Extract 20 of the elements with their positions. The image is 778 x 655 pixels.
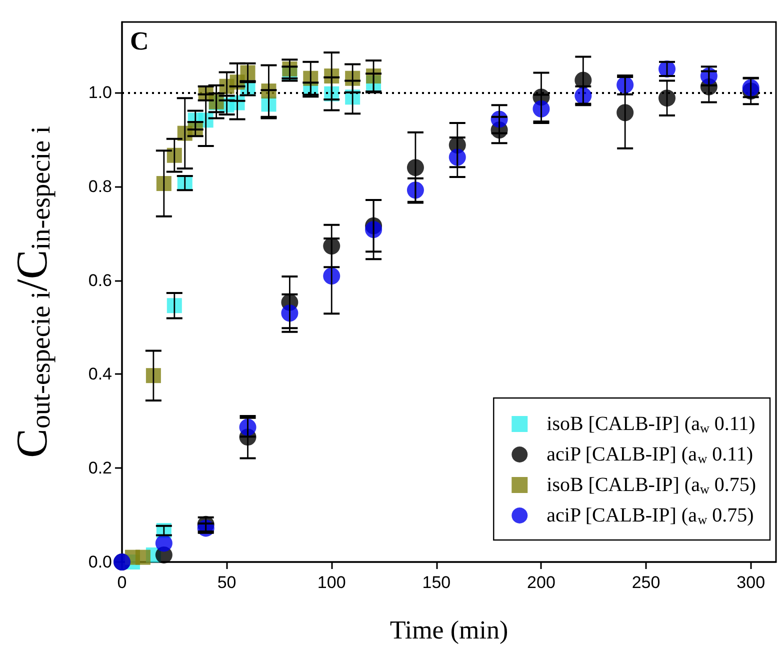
legend-label: aciP [CALB-IP] (aw 0.75) — [546, 504, 754, 527]
legend-label: isoB [CALB-IP] (aw 0.75) — [546, 474, 756, 496]
x-tick-label: 200 — [527, 573, 556, 592]
x-axis-title: Time (min) — [390, 616, 508, 644]
legend-label: aciP [CALB-IP] (aw 0.11) — [546, 444, 754, 466]
annotation: C — [130, 26, 149, 56]
x-tick-label: 250 — [632, 573, 660, 592]
y-tick-label: 0.6 — [88, 270, 112, 290]
y-tick-label: 0.8 — [88, 176, 112, 196]
x-tick-label: 0 — [117, 573, 127, 592]
x-tick-label: 50 — [217, 573, 236, 592]
x-tick-label: 100 — [317, 573, 346, 592]
y-tick-label: 0.4 — [88, 364, 112, 384]
x-tick-label: 300 — [736, 573, 766, 592]
y-tick-label: 1.0 — [88, 82, 112, 102]
legend-label: isoB [CALB-IP] (aw 0.11) — [546, 413, 756, 436]
y-tick-label: 0.0 — [88, 552, 112, 572]
x-tick-label: 150 — [422, 573, 451, 592]
y-axis-title: Cout-especie i/Cin-especie i — [8, 126, 56, 458]
y-tick-label: 0.2 — [88, 458, 112, 478]
